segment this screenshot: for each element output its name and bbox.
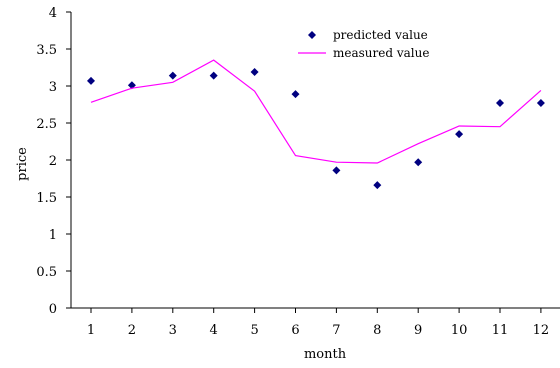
data-point-predicted-value [332, 166, 341, 175]
x-tick-label: 12 [533, 323, 550, 338]
data-point-predicted-value [291, 90, 300, 99]
legend-diamond-swatch [308, 31, 316, 39]
x-tick-label: 4 [210, 323, 218, 338]
data-point-predicted-value [87, 76, 95, 85]
legend-label: predicted value [333, 28, 428, 42]
x-tick-label: 9 [414, 323, 422, 338]
x-tick-label: 6 [291, 323, 299, 338]
series-line-measured-value [90, 59, 542, 164]
data-point-predicted-value [455, 130, 464, 139]
x-tick-label: 5 [250, 323, 258, 338]
x-tick-label: 2 [128, 323, 136, 338]
y-tick-label: 1 [49, 228, 57, 243]
x-axis-label: month [304, 347, 347, 362]
data-point-predicted-value [250, 67, 259, 76]
x-tick-label: 10 [451, 323, 468, 338]
data-point-predicted-value [127, 81, 136, 90]
y-tick-label: 0 [49, 302, 57, 317]
y-tick-label: 2 [49, 154, 57, 169]
y-tick-label: 3.5 [36, 43, 57, 58]
x-tick-label: 1 [87, 323, 95, 338]
x-tick-label: 3 [169, 323, 177, 338]
axes-layer: 00.511.522.533.541 2 3 4 5 6 7 8 9 10 11 12 [36, 6, 560, 338]
data-point-predicted-value [168, 71, 177, 80]
y-tick-label: 3 [49, 80, 57, 95]
y-tick-label: 4 [49, 6, 57, 21]
y-tick-label: 0.5 [36, 265, 57, 280]
y-axis-label: price [15, 147, 30, 181]
y-tick-label: 2.5 [36, 117, 57, 132]
y-tick-label: 1.5 [36, 191, 57, 206]
data-point-predicted-value [373, 181, 382, 190]
x-tick-label: 11 [492, 323, 509, 338]
data-point-predicted-value [536, 99, 545, 108]
data-point-predicted-value [414, 158, 423, 167]
legend-label: measured value [333, 46, 429, 60]
x-tick-label: 7 [332, 323, 340, 338]
legend: predicted value measured value [298, 28, 429, 60]
data-point-predicted-value [209, 71, 218, 80]
data-point-predicted-value [496, 99, 504, 108]
series-layer [87, 59, 545, 190]
x-tick-label: 8 [373, 323, 381, 338]
